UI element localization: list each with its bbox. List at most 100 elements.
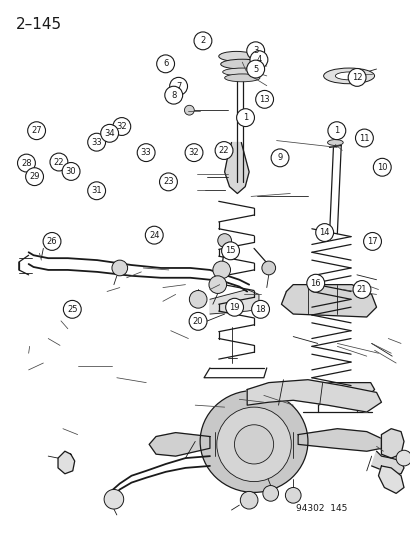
Ellipse shape: [164, 86, 182, 104]
Polygon shape: [377, 466, 403, 494]
Polygon shape: [281, 285, 376, 317]
Ellipse shape: [347, 68, 365, 86]
Ellipse shape: [156, 55, 174, 73]
Ellipse shape: [221, 242, 239, 260]
Polygon shape: [371, 451, 403, 474]
Ellipse shape: [17, 154, 35, 172]
Ellipse shape: [43, 232, 61, 251]
Text: 12: 12: [351, 73, 361, 82]
Ellipse shape: [212, 261, 230, 279]
Ellipse shape: [262, 486, 278, 501]
Ellipse shape: [88, 133, 105, 151]
Text: 29: 29: [29, 172, 40, 181]
Polygon shape: [297, 429, 380, 451]
Ellipse shape: [63, 301, 81, 318]
Ellipse shape: [327, 140, 342, 146]
Ellipse shape: [249, 51, 267, 69]
Ellipse shape: [352, 280, 370, 298]
Ellipse shape: [113, 118, 131, 135]
Text: 11: 11: [358, 133, 369, 142]
Ellipse shape: [145, 226, 163, 244]
Polygon shape: [247, 379, 380, 412]
Text: 21: 21: [356, 285, 366, 294]
Text: 24: 24: [149, 231, 159, 240]
Ellipse shape: [184, 106, 194, 115]
Ellipse shape: [194, 32, 211, 50]
Text: 30: 30: [66, 167, 76, 176]
Ellipse shape: [246, 42, 264, 60]
Ellipse shape: [225, 298, 243, 316]
Text: 28: 28: [21, 159, 32, 167]
Text: 25: 25: [67, 305, 77, 314]
Text: 14: 14: [319, 228, 329, 237]
Text: 33: 33: [140, 148, 151, 157]
Ellipse shape: [236, 109, 254, 126]
Ellipse shape: [88, 182, 105, 200]
Ellipse shape: [215, 142, 233, 159]
Ellipse shape: [335, 72, 362, 80]
Ellipse shape: [220, 59, 263, 69]
Ellipse shape: [169, 77, 187, 95]
Ellipse shape: [62, 163, 80, 180]
Text: 3: 3: [252, 46, 258, 55]
Text: 34: 34: [104, 129, 115, 138]
Ellipse shape: [104, 489, 123, 509]
Ellipse shape: [50, 153, 68, 171]
Ellipse shape: [218, 51, 254, 61]
Text: 19: 19: [229, 303, 239, 312]
Text: 2: 2: [200, 36, 205, 45]
Ellipse shape: [363, 232, 380, 251]
Text: 27: 27: [31, 126, 42, 135]
Text: 2–145: 2–145: [16, 17, 62, 32]
Text: 16: 16: [310, 279, 320, 288]
Text: 1: 1: [333, 126, 339, 135]
Text: 22: 22: [54, 158, 64, 166]
Ellipse shape: [271, 149, 288, 167]
Text: 18: 18: [255, 305, 265, 314]
Ellipse shape: [26, 168, 43, 185]
Text: 15: 15: [225, 246, 235, 255]
Ellipse shape: [199, 391, 307, 492]
Ellipse shape: [112, 260, 127, 276]
Ellipse shape: [28, 122, 45, 140]
Text: 94302  145: 94302 145: [296, 504, 347, 513]
Polygon shape: [224, 142, 249, 193]
Ellipse shape: [261, 261, 275, 275]
Ellipse shape: [209, 276, 226, 294]
Text: 23: 23: [163, 177, 173, 187]
Text: 9: 9: [277, 154, 282, 163]
Text: 26: 26: [47, 237, 57, 246]
Text: 31: 31: [91, 186, 102, 195]
Text: 32: 32: [188, 148, 199, 157]
Ellipse shape: [185, 144, 202, 161]
Text: 17: 17: [366, 237, 377, 246]
Text: 33: 33: [91, 138, 102, 147]
Ellipse shape: [159, 173, 177, 191]
Text: 4: 4: [256, 55, 261, 64]
Ellipse shape: [189, 312, 206, 330]
Polygon shape: [299, 383, 374, 397]
Text: 22: 22: [218, 146, 229, 155]
Ellipse shape: [189, 290, 206, 308]
Ellipse shape: [224, 74, 259, 82]
Polygon shape: [209, 289, 258, 314]
Text: 7: 7: [176, 82, 181, 91]
Text: 20: 20: [192, 317, 203, 326]
Ellipse shape: [240, 491, 257, 509]
Ellipse shape: [327, 122, 345, 140]
Polygon shape: [58, 451, 74, 474]
Polygon shape: [149, 433, 209, 456]
Ellipse shape: [395, 450, 411, 466]
Text: 6: 6: [163, 59, 168, 68]
Ellipse shape: [246, 60, 264, 78]
Ellipse shape: [137, 144, 155, 161]
Polygon shape: [380, 429, 403, 458]
Ellipse shape: [222, 68, 261, 76]
Ellipse shape: [100, 124, 118, 142]
Ellipse shape: [217, 233, 231, 247]
Ellipse shape: [255, 91, 273, 108]
Text: 1: 1: [242, 113, 247, 122]
Ellipse shape: [315, 224, 333, 241]
Ellipse shape: [323, 68, 374, 84]
Ellipse shape: [373, 158, 390, 176]
